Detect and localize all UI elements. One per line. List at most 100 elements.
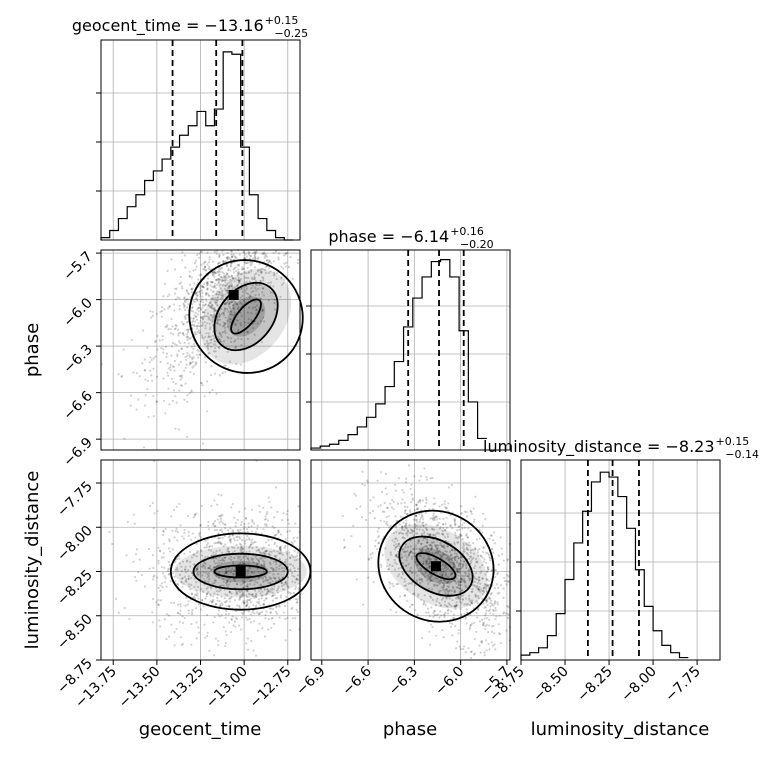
histogram-bar: [539, 648, 548, 660]
scatter-point: [239, 322, 242, 325]
scatter-point: [255, 308, 259, 312]
scatter-point: [267, 544, 271, 547]
scatter-point: [264, 556, 267, 559]
scatter-point: [264, 255, 267, 258]
scatter-point: [220, 542, 223, 545]
scatter-point: [237, 272, 240, 276]
scatter-point: [207, 566, 210, 570]
scatter-point: [421, 636, 424, 639]
scatter-point: [359, 505, 362, 508]
scatter-point: [128, 617, 131, 621]
scatter-point: [190, 556, 194, 559]
scatter-point: [170, 317, 173, 320]
scatter-point: [125, 554, 128, 557]
scatter-point: [255, 593, 258, 597]
scatter-point: [237, 268, 240, 271]
scatter-point: [379, 504, 382, 507]
scatter-point: [201, 334, 204, 337]
scatter-point: [186, 435, 189, 439]
scatter-point: [180, 376, 183, 379]
scatter-point: [240, 550, 243, 553]
scatter-point: [410, 603, 413, 606]
scatter-point: [165, 637, 168, 641]
scatter-point: [242, 562, 245, 565]
scatter-point: [232, 303, 235, 307]
scatter-point: [180, 643, 183, 646]
scatter-point: [192, 347, 195, 350]
scatter-point: [494, 609, 498, 612]
scatter-point: [270, 506, 273, 509]
scatter-point: [277, 258, 280, 261]
scatter-point: [211, 260, 215, 263]
scatter-point: [401, 498, 404, 501]
scatter-point: [229, 318, 232, 321]
scatter-point: [215, 252, 218, 255]
scatter-point: [223, 526, 227, 530]
histogram-bar: [521, 655, 530, 660]
scatter-point: [262, 603, 265, 606]
scatter-point: [180, 581, 183, 584]
scatter-point: [406, 505, 409, 509]
scatter-point: [216, 562, 219, 565]
scatter-point: [235, 593, 238, 596]
scatter-point: [239, 596, 242, 599]
scatter-point: [217, 277, 220, 281]
scatter-point: [212, 568, 215, 571]
scatter-point: [178, 573, 182, 576]
scatter-point: [226, 550, 229, 553]
scatter-point: [489, 612, 492, 615]
scatter-point: [204, 562, 207, 566]
title-luminosity-distance: luminosity_distance = −8.23+0.15 −0.14: [483, 435, 759, 461]
scatter-point: [225, 301, 229, 304]
scatter-point: [256, 257, 259, 260]
scatter-point: [260, 271, 263, 274]
scatter-point: [209, 313, 212, 317]
scatter-point: [215, 301, 218, 304]
scatter-point: [452, 613, 456, 616]
scatter-point: [425, 611, 428, 614]
scatter-point: [192, 323, 196, 327]
scatter-point: [211, 290, 214, 294]
scatter-point: [217, 278, 221, 281]
scatter-point: [278, 604, 281, 607]
scatter-point: [418, 518, 421, 521]
scatter-point: [164, 345, 167, 348]
scatter-point: [207, 294, 210, 297]
scatter-point: [389, 608, 392, 611]
scatter-point: [246, 574, 249, 577]
scatter-point: [198, 304, 201, 307]
scatter-point: [243, 525, 246, 529]
scatter-point: [219, 308, 223, 311]
scatter-point: [223, 323, 226, 326]
scatter-point: [185, 578, 188, 581]
scatter-point: [232, 573, 235, 576]
scatter-point: [189, 337, 192, 340]
scatter-point: [220, 543, 223, 546]
scatter-point: [236, 274, 239, 277]
scatter-point: [187, 298, 190, 301]
scatter-point: [273, 301, 276, 305]
scatter-point: [224, 571, 228, 574]
scatter-point: [256, 527, 259, 531]
scatter-point: [231, 277, 235, 280]
scatter-point: [222, 311, 225, 315]
scatter-point: [224, 289, 227, 292]
scatter-point: [177, 332, 180, 335]
scatter-point: [226, 257, 229, 260]
scatter-point: [294, 617, 297, 620]
scatter-point: [247, 566, 251, 569]
scatter-point: [213, 285, 216, 288]
scatter-point: [261, 291, 264, 294]
scatter-point: [272, 549, 276, 553]
scatter-point: [126, 520, 129, 524]
scatter-point: [214, 308, 217, 312]
scatter-point: [503, 576, 506, 580]
scatter-point: [228, 605, 231, 608]
scatter-point: [421, 518, 425, 521]
scatter-point: [253, 273, 256, 276]
scatter-point: [217, 318, 220, 321]
scatter-point: [203, 315, 206, 318]
scatter-point: [247, 559, 250, 562]
scatter-point: [214, 282, 217, 285]
scatter-point: [194, 363, 197, 366]
